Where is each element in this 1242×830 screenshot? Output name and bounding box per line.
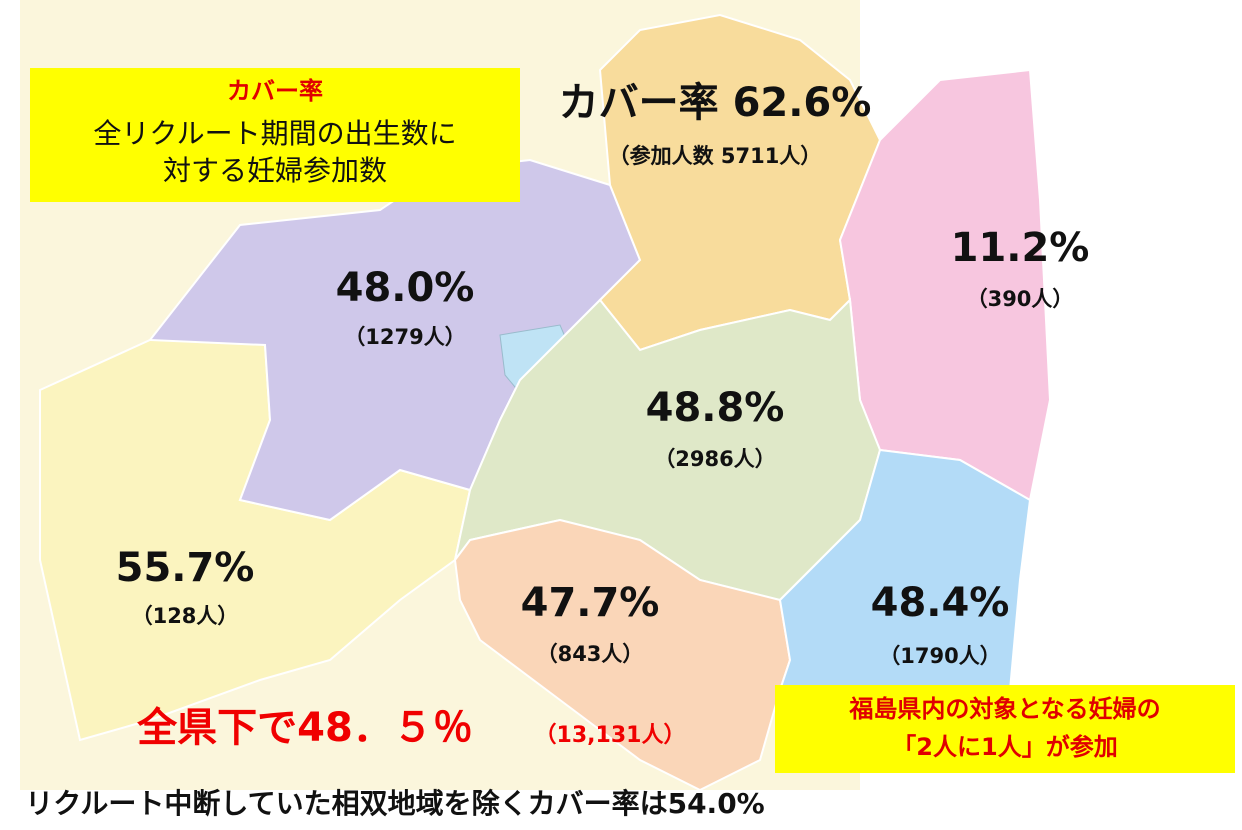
note-box (775, 685, 1235, 773)
region-count: （390人） (967, 287, 1074, 311)
note-line: 「2人に1人」が参加 (892, 733, 1117, 761)
footer: リクルート中断していた相双地域を除くカバー率は54.0% (25, 787, 764, 820)
region-rate: 55.7% (116, 545, 255, 591)
region-count: （1790人） (879, 644, 1000, 668)
region-count: （128人） (132, 604, 239, 628)
region-count: （843人） (537, 642, 644, 666)
region-rate: 48.4% (871, 580, 1010, 626)
region-rate: 47.7% (521, 580, 660, 626)
region-rate: 11.2% (951, 225, 1090, 271)
total-label: 全県下で48．５％ (136, 705, 473, 751)
region-rate: 48.8% (646, 385, 785, 431)
legend-line: 対する妊婦参加数 (163, 154, 387, 187)
region-count: （参加人数 5711人） (609, 144, 822, 168)
legend-line: 全リクルート期間の出生数に (93, 117, 456, 150)
region-rate: 48.0% (336, 265, 475, 311)
total-count: （13,131人） (535, 723, 686, 748)
region-count: （1279人） (344, 325, 465, 349)
legend-box (30, 68, 520, 202)
note-line: 福島県内の対象となる妊婦の (848, 695, 1160, 723)
legend-title: カバー率 (227, 77, 323, 105)
region-rate: カバー率 62.6% (559, 80, 872, 126)
region-count: （2986人） (654, 447, 775, 471)
